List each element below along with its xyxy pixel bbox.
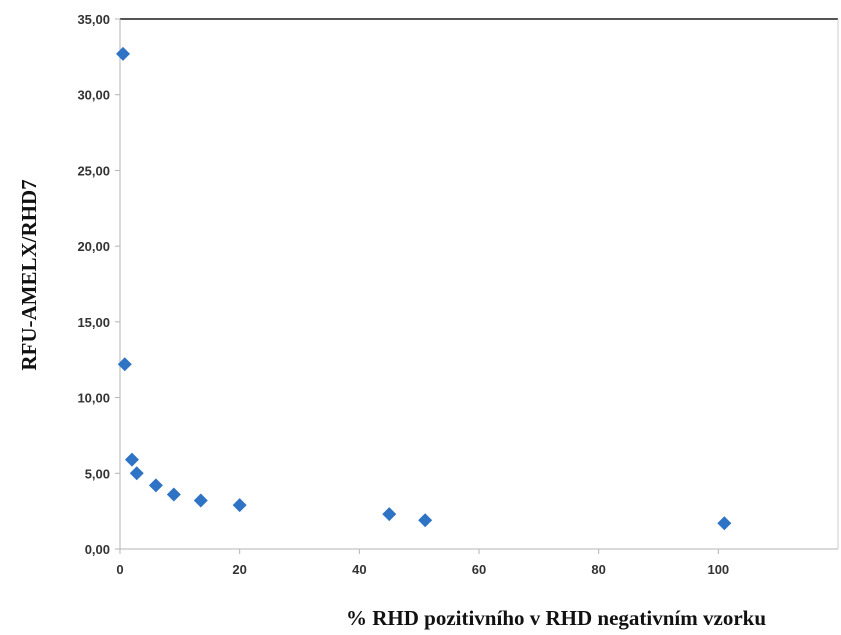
- x-tick-label: 20: [232, 562, 246, 577]
- data-point-diamond: [115, 46, 130, 61]
- y-tick-label: 30,00: [77, 88, 110, 103]
- y-tick-label: 5,00: [85, 466, 110, 481]
- x-tick-label: 100: [707, 562, 729, 577]
- y-tick-label: 0,00: [85, 542, 110, 557]
- data-point-diamond: [382, 507, 397, 522]
- x-axis-title: % RHD pozitivního v RHD negativním vzork…: [346, 606, 766, 630]
- data-point-diamond: [193, 493, 208, 508]
- x-tick-label: 0: [116, 562, 123, 577]
- y-tick-label: 15,00: [77, 315, 110, 330]
- y-tick-label: 35,00: [77, 12, 110, 27]
- y-tick-label: 20,00: [77, 239, 110, 254]
- data-point-diamond: [717, 516, 732, 531]
- y-tick-label: 10,00: [77, 391, 110, 406]
- x-tick-label: 60: [472, 562, 486, 577]
- data-point-diamond: [232, 498, 247, 513]
- x-tick-label: 40: [352, 562, 366, 577]
- data-point-diamond: [129, 466, 144, 481]
- y-axis-title: RFU-AMELX/RHD7: [17, 179, 41, 370]
- plot-area: [120, 19, 838, 549]
- data-point-diamond: [166, 487, 181, 502]
- data-point-diamond: [124, 452, 139, 467]
- data-point-diamond: [117, 357, 132, 372]
- data-points: [115, 46, 732, 531]
- x-axis-ticks: 0 20 40 60 80 100: [116, 549, 729, 577]
- y-tick-label: 25,00: [77, 163, 110, 178]
- y-axis-ticks: 0,00 5,00 10,00 15,00 20,00 25,00 30,00 35,00: [77, 12, 120, 557]
- x-tick-label: 80: [591, 562, 605, 577]
- data-point-diamond: [148, 478, 163, 493]
- data-point-diamond: [418, 513, 433, 528]
